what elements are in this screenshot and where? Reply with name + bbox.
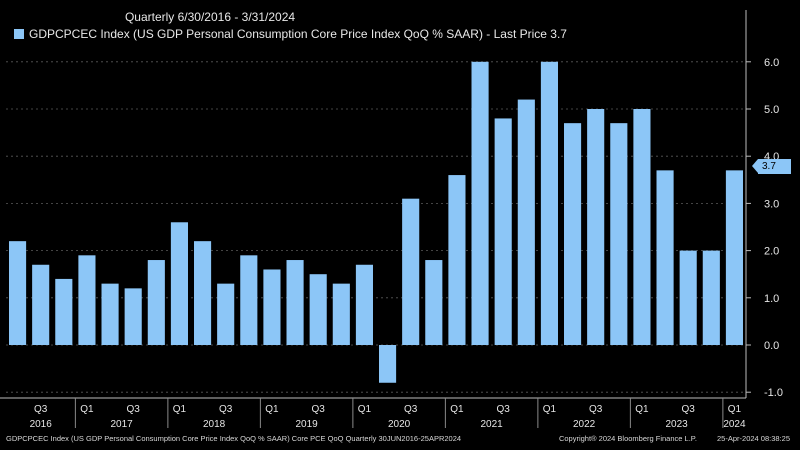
bar — [587, 109, 605, 345]
bar — [402, 198, 420, 345]
x-year-label: 2018 — [203, 419, 226, 430]
bar — [124, 288, 142, 345]
footer-timestamp: 25-Apr-2024 08:38:25 — [717, 434, 790, 443]
bar — [425, 260, 443, 345]
bar — [610, 123, 628, 345]
bar — [101, 283, 119, 345]
x-quarter-label: Q3 — [219, 404, 233, 415]
bar — [240, 255, 258, 345]
legend: GDPCPCEC Index (US GDP Personal Consumpt… — [14, 27, 567, 41]
bar — [170, 222, 188, 345]
footer-right: Copyright® 2024 Bloomberg Finance L.P. 2… — [541, 434, 790, 443]
x-quarter-label: Q3 — [127, 404, 141, 415]
x-quarter-label: Q3 — [682, 404, 696, 415]
x-quarter-label: Q3 — [589, 404, 603, 415]
bar — [379, 345, 397, 383]
y-axis: -1.00.01.02.03.04.05.06.0 — [746, 57, 783, 399]
y-tick-label: 3.0 — [764, 198, 779, 210]
y-tick-label: 5.0 — [764, 104, 779, 116]
x-quarter-label: Q1 — [80, 404, 94, 415]
x-quarter-label: Q1 — [173, 404, 187, 415]
footer-description: GDPCPCEC Index (US GDP Personal Consumpt… — [6, 434, 462, 443]
bar — [194, 241, 212, 345]
x-quarter-label: Q1 — [728, 404, 742, 415]
bar — [9, 241, 27, 345]
bar — [517, 99, 535, 345]
chart-title: Quarterly 6/30/2016 - 3/31/2024 — [124, 10, 296, 24]
x-year-label: 2023 — [666, 419, 689, 430]
x-quarter-label: Q1 — [358, 404, 372, 415]
x-quarter-label: Q1 — [265, 404, 279, 415]
x-year-label: 2020 — [388, 419, 411, 430]
bar — [355, 264, 373, 345]
y-tick-label: 0.0 — [764, 340, 779, 352]
x-quarter-label: Q1 — [543, 404, 557, 415]
x-quarter-label: Q3 — [404, 404, 418, 415]
x-year-label: 2024 — [723, 419, 746, 430]
bar — [217, 283, 235, 345]
legend-label: GDPCPCEC Index (US GDP Personal Consumpt… — [29, 27, 567, 41]
x-year-label: 2016 — [30, 419, 53, 430]
bar — [263, 269, 281, 345]
x-year-label: 2021 — [481, 419, 504, 430]
legend-swatch — [14, 29, 24, 39]
x-quarter-label: Q1 — [450, 404, 464, 415]
bar — [78, 255, 96, 345]
bar — [309, 274, 327, 345]
bar — [725, 170, 743, 345]
bar — [471, 61, 489, 346]
bar — [494, 118, 512, 345]
last-price-tag: 3.7 — [752, 159, 791, 174]
x-axis: Q3 Q1 Q3 Q1 Q3 Q1 Q3 Q1 Q3 Q1 Q3 Q1 Q3 Q1 Q3 Q1 2016 2017… — [30, 398, 746, 430]
bar — [332, 283, 350, 345]
x-quarter-label: Q3 — [312, 404, 326, 415]
footer-copyright: Copyright® 2024 Bloomberg Finance L.P. — [558, 434, 697, 443]
x-year-label: 2019 — [296, 419, 319, 430]
bar — [32, 264, 50, 345]
bar — [448, 175, 466, 345]
x-year-label: 2022 — [573, 419, 596, 430]
bar — [147, 260, 165, 345]
y-tick-label: 1.0 — [764, 293, 779, 305]
y-tick-label: 2.0 — [764, 246, 779, 258]
bars — [9, 61, 743, 383]
bar — [679, 250, 697, 345]
x-quarter-label: Q1 — [635, 404, 649, 415]
bar — [702, 250, 720, 345]
x-year-label: 2017 — [111, 419, 134, 430]
y-tick-label: 6.0 — [764, 57, 779, 69]
bar — [540, 61, 558, 346]
bar — [656, 170, 674, 345]
bar — [286, 260, 304, 345]
x-quarter-label: Q3 — [34, 404, 48, 415]
x-quarter-label: Q3 — [497, 404, 511, 415]
bar — [564, 123, 582, 345]
bar — [633, 109, 651, 345]
bar — [55, 278, 73, 345]
y-tick-label: -1.0 — [764, 387, 783, 399]
